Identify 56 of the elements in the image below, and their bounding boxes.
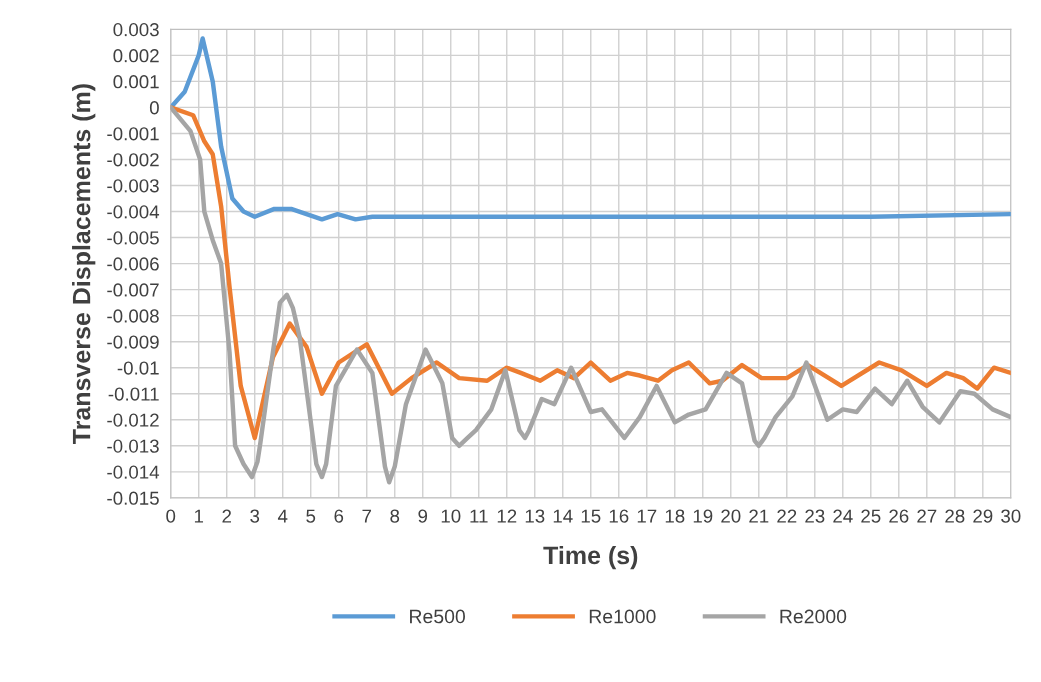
- y-tick-label: -0.011: [108, 387, 159, 401]
- legend-label: Re1000: [589, 609, 656, 624]
- x-tick-label: 5: [306, 509, 316, 523]
- x-tick-label: 14: [553, 509, 573, 523]
- x-tick-label: 21: [749, 509, 769, 523]
- legend-label: Re500: [410, 609, 465, 624]
- y-tick-label: -0.012: [107, 413, 159, 427]
- y-axis-title: Transverse Displacements (m): [72, 84, 96, 444]
- x-tick-label: 20: [721, 509, 741, 523]
- x-tick-label: 16: [609, 509, 629, 523]
- x-tick-label: 6: [334, 509, 344, 523]
- x-tick-label: 25: [861, 509, 881, 523]
- y-tick-label: 0.001: [113, 75, 159, 89]
- y-tick-label: -0.008: [107, 309, 159, 323]
- y-tick-label: -0.001: [107, 127, 159, 141]
- x-tick-label: 24: [833, 509, 853, 523]
- x-tick-label: 23: [805, 509, 825, 523]
- x-tick-label: 13: [525, 509, 545, 523]
- y-tick-label: -0.013: [107, 439, 159, 453]
- x-tick-label: 18: [665, 509, 685, 523]
- y-tick-label: -0.007: [107, 283, 159, 297]
- x-tick-label: 9: [418, 509, 428, 523]
- y-tick-label: 0: [149, 101, 159, 115]
- x-tick-label: 30: [1001, 509, 1021, 523]
- x-tick-label: 19: [693, 509, 713, 523]
- line-series: [170, 36, 1011, 222]
- y-tick-label: -0.003: [107, 179, 159, 193]
- legend-label: Re2000: [780, 609, 847, 624]
- y-tick-label: -0.006: [107, 257, 159, 271]
- x-tick-label: 11: [470, 509, 488, 523]
- x-tick-label: 28: [945, 509, 965, 523]
- x-tick-label: 17: [637, 509, 657, 523]
- x-tick-label: 4: [277, 509, 288, 523]
- x-tick-label: 8: [390, 509, 400, 523]
- y-tick-label: -0.009: [107, 335, 159, 349]
- y-tick-label: -0.005: [107, 231, 159, 245]
- x-tick-label: 12: [497, 509, 517, 523]
- y-tick-label: -0.014: [107, 465, 160, 479]
- x-tick-label: 22: [777, 509, 797, 523]
- x-tick-label: 10: [441, 509, 461, 523]
- y-tick-label: 0.003: [113, 23, 159, 37]
- y-tick-label: -0.01: [117, 361, 159, 375]
- x-tick-label: 26: [889, 509, 909, 523]
- y-tick-label: -0.015: [107, 491, 159, 505]
- y-tick-label: -0.004: [107, 205, 160, 219]
- x-axis-title: Time (s): [543, 545, 638, 570]
- x-tick-label: 15: [581, 509, 601, 523]
- x-tick-label: 0: [166, 509, 176, 523]
- y-tick-label: 0.002: [113, 49, 159, 63]
- x-tick-label: 27: [917, 509, 937, 523]
- y-tick-label: -0.002: [107, 153, 159, 167]
- x-tick-label: 2: [222, 509, 231, 523]
- x-tick-label: 3: [250, 509, 260, 523]
- x-tick-label: 7: [362, 509, 372, 523]
- x-tick-label: 1: [194, 509, 204, 523]
- x-tick-label: 29: [973, 509, 993, 523]
